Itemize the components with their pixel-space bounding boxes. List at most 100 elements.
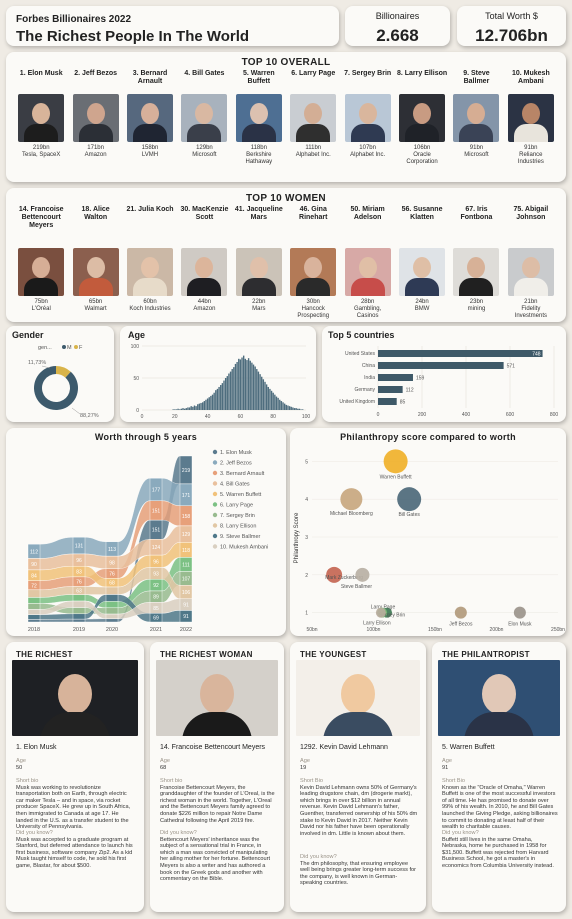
worth-bar-segment[interactable] xyxy=(105,601,119,609)
age-bar[interactable] xyxy=(179,409,181,410)
worth-bar-segment[interactable] xyxy=(105,586,119,595)
age-bar[interactable] xyxy=(247,358,250,410)
age-bar[interactable] xyxy=(249,360,251,410)
age-bar[interactable] xyxy=(172,409,174,410)
person-card[interactable]: 56. Susanne Klatten 24bn BMW xyxy=(395,206,449,320)
worth-bar-segment[interactable] xyxy=(149,567,163,580)
age-bar[interactable] xyxy=(242,355,245,410)
phil-point[interactable] xyxy=(355,567,370,582)
worth-bar-segment[interactable] xyxy=(27,597,41,604)
age-bar[interactable] xyxy=(190,406,192,410)
gender-slice-F[interactable] xyxy=(56,366,71,378)
age-bar[interactable] xyxy=(257,371,260,410)
age-bar[interactable] xyxy=(269,388,271,410)
age-bar[interactable] xyxy=(193,405,196,410)
age-bar[interactable] xyxy=(220,385,222,410)
age-bar[interactable] xyxy=(292,407,294,410)
age-bar[interactable] xyxy=(218,386,220,410)
person-card[interactable]: 75. Abigail Johnson 21bn Fidelity Invest… xyxy=(504,206,558,320)
countries-bar[interactable] xyxy=(378,350,543,357)
age-bar[interactable] xyxy=(290,406,292,410)
worth-bar-segment[interactable] xyxy=(72,566,86,578)
gender-slice-M[interactable] xyxy=(33,366,78,410)
phil-point[interactable] xyxy=(513,606,526,619)
age-bar[interactable] xyxy=(270,390,273,410)
person-card[interactable]: 2. Jeff Bezos 171bn Amazon xyxy=(68,70,122,166)
worth-bar-segment[interactable] xyxy=(72,607,86,615)
person-card[interactable]: 7. Sergey Brin 107bn Alphabet Inc. xyxy=(340,70,394,166)
age-bar[interactable] xyxy=(264,381,266,410)
worth-bar-segment[interactable] xyxy=(72,594,86,602)
age-bar[interactable] xyxy=(195,406,197,410)
age-bar[interactable] xyxy=(221,383,224,410)
person-card[interactable]: 21. Julia Koch 60bn Koch Industries xyxy=(123,206,177,320)
age-bar[interactable] xyxy=(177,408,179,410)
age-bar[interactable] xyxy=(282,402,284,410)
age-bar[interactable] xyxy=(300,409,302,410)
age-bar[interactable] xyxy=(233,367,235,410)
person-card[interactable]: 50. Miriam Adelson 28bn Gambling, Casino… xyxy=(340,206,394,320)
phil-point[interactable] xyxy=(383,449,408,474)
age-bar[interactable] xyxy=(298,408,301,410)
person-card[interactable]: 6. Larry Page 111bn Alphabet Inc. xyxy=(286,70,340,166)
worth-bar-segment[interactable] xyxy=(72,613,86,620)
age-bar[interactable] xyxy=(211,394,214,410)
age-bar[interactable] xyxy=(252,364,255,410)
worth-bar-segment[interactable] xyxy=(105,607,119,615)
age-bar[interactable] xyxy=(198,403,201,410)
age-bar[interactable] xyxy=(231,369,233,410)
person-card[interactable]: 8. Larry Ellison 106bn Oracle Corporatio… xyxy=(395,70,449,166)
age-bar[interactable] xyxy=(188,407,191,410)
worth-bar-segment[interactable] xyxy=(27,569,41,581)
age-bar[interactable] xyxy=(297,408,299,410)
age-bar[interactable] xyxy=(259,374,261,410)
age-bar[interactable] xyxy=(279,399,281,410)
age-bar[interactable] xyxy=(226,376,228,410)
worth-bar-segment[interactable] xyxy=(72,586,86,595)
countries-bar[interactable] xyxy=(378,398,397,405)
worth-bar-segment[interactable] xyxy=(149,500,163,521)
age-bar[interactable] xyxy=(182,408,184,410)
age-bar[interactable] xyxy=(174,409,176,410)
phil-point[interactable] xyxy=(326,566,343,583)
countries-bar[interactable] xyxy=(378,386,403,393)
phil-point[interactable] xyxy=(454,606,467,619)
age-bar[interactable] xyxy=(277,397,279,410)
age-bar[interactable] xyxy=(205,399,207,410)
phil-point[interactable] xyxy=(375,607,386,618)
age-bar[interactable] xyxy=(223,380,225,410)
worth-bar-segment[interactable] xyxy=(27,619,41,623)
age-bar[interactable] xyxy=(246,360,248,410)
worth-bar-segment[interactable] xyxy=(105,555,119,569)
age-bar[interactable] xyxy=(256,369,258,410)
age-bar[interactable] xyxy=(183,408,186,410)
age-bar[interactable] xyxy=(295,408,297,410)
age-bar[interactable] xyxy=(187,407,189,410)
age-bar[interactable] xyxy=(206,398,209,410)
age-bar[interactable] xyxy=(254,366,256,410)
person-card[interactable]: 9. Steve Ballmer 91bn Microsoft xyxy=(449,70,503,166)
phil-point[interactable] xyxy=(397,487,422,512)
age-bar[interactable] xyxy=(275,396,278,410)
age-bar[interactable] xyxy=(272,392,274,410)
person-card[interactable]: 10. Mukesh Ambani 91bn Reliance Industri… xyxy=(504,70,558,166)
age-bar[interactable] xyxy=(210,395,212,410)
worth-bar-segment[interactable] xyxy=(72,600,86,608)
person-card[interactable]: 5. Warren Buffett 118bn Berkshire Hathaw… xyxy=(232,70,286,166)
age-bar[interactable] xyxy=(224,378,227,410)
age-bar[interactable] xyxy=(201,402,204,410)
person-card[interactable]: 18. Alice Walton 65bn Walmart xyxy=(68,206,122,320)
age-bar[interactable] xyxy=(251,362,253,410)
age-bar[interactable] xyxy=(244,358,247,410)
age-bar[interactable] xyxy=(236,362,238,410)
person-card[interactable]: 1. Elon Musk 219bn Tesla, SpaceX xyxy=(14,70,68,166)
age-bar[interactable] xyxy=(238,358,240,410)
age-bar[interactable] xyxy=(288,406,291,410)
worth-bar-segment[interactable] xyxy=(27,614,41,620)
age-bar[interactable] xyxy=(180,408,183,410)
age-bar[interactable] xyxy=(265,384,268,410)
worth-bar-segment[interactable] xyxy=(105,594,119,602)
worth-bar-segment[interactable] xyxy=(179,598,193,611)
person-card[interactable]: 4. Bill Gates 129bn Microsoft xyxy=(177,70,231,166)
age-bar[interactable] xyxy=(203,401,206,410)
